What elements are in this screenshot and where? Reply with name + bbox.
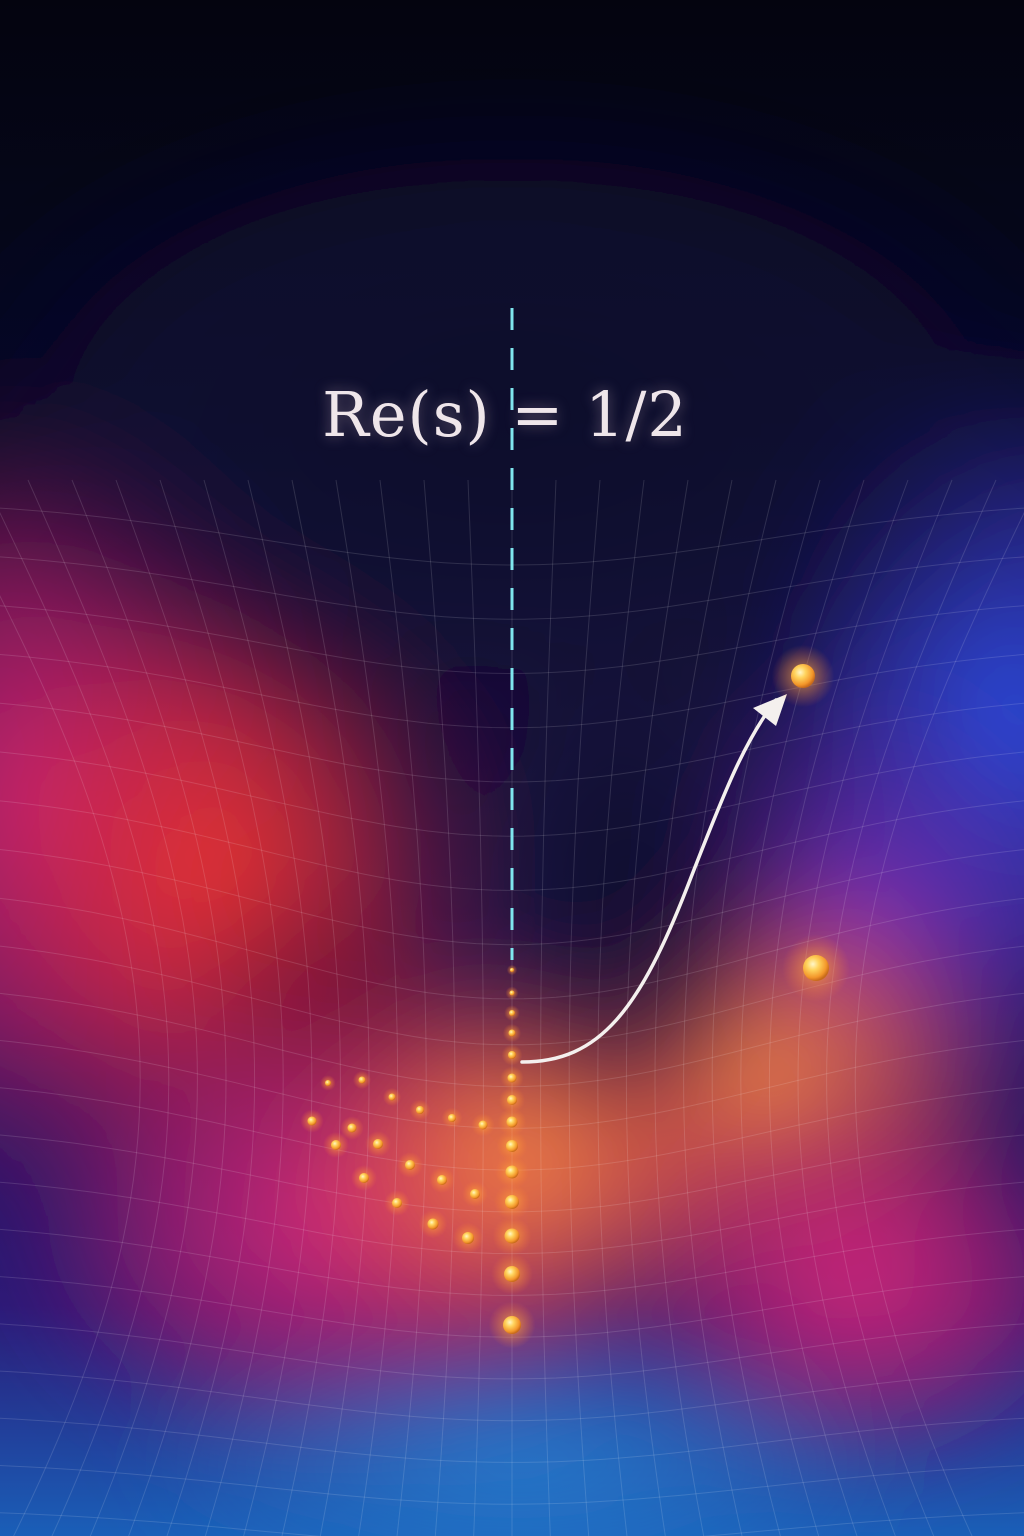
grid-line-horizontal <box>0 897 1024 1000</box>
grid-line-horizontal <box>0 800 1024 891</box>
curved-grid-mesh <box>0 479 1024 1536</box>
zero-off-line <box>320 1075 336 1091</box>
zero-on-critical-line <box>501 1044 523 1066</box>
zero-off-line <box>340 1116 364 1140</box>
grid-line-horizontal <box>0 702 1024 783</box>
zero-on-critical-line <box>496 1130 528 1162</box>
grid-line-vertical <box>71 479 227 1536</box>
grid-line-horizontal <box>0 751 1024 837</box>
zero-off-line <box>452 1222 484 1254</box>
grid-line-vertical <box>247 479 341 1536</box>
zero-off-line <box>471 1113 495 1137</box>
grid-line-vertical <box>467 479 484 1536</box>
grid-line-vertical <box>0 511 170 1536</box>
grid-line-vertical <box>540 479 557 1536</box>
zero-on-critical-line <box>500 1066 524 1090</box>
grid-line-vertical <box>768 479 909 1536</box>
grid-line-horizontal <box>0 945 1024 1046</box>
grid-line-vertical <box>335 479 399 1536</box>
zero-off-line <box>409 1099 431 1121</box>
grid-line-horizontal <box>0 849 1024 946</box>
zero-off-line <box>429 1167 455 1193</box>
zero-on-critical-line <box>499 1087 525 1113</box>
grid-line-vertical <box>854 511 1024 1536</box>
grid-line-horizontal <box>0 1370 1024 1422</box>
zero-off-line <box>323 1132 349 1158</box>
zero-on-critical-line <box>493 1183 531 1221</box>
zero-on-critical-line <box>502 1023 522 1043</box>
zero-on-critical-line <box>504 1005 520 1021</box>
grid-line-vertical <box>379 479 427 1536</box>
grid-line-horizontal <box>0 1323 1024 1380</box>
grid-line-vertical <box>597 479 645 1536</box>
grid-line-horizontal <box>0 1512 1024 1536</box>
grid-line-vertical <box>568 479 601 1536</box>
zero-on-critical-line <box>495 1155 529 1189</box>
zero-off-line-large <box>782 934 850 1002</box>
grid-line-vertical <box>826 479 997 1536</box>
zero-on-critical-line <box>492 1216 532 1256</box>
grid-line-vertical <box>159 479 284 1536</box>
zero-off-line <box>462 1181 488 1207</box>
grid-line-horizontal <box>0 507 1024 566</box>
grid-line-horizontal <box>0 1417 1024 1463</box>
zero-off-line <box>418 1209 448 1239</box>
grid-line-vertical <box>115 479 256 1536</box>
zero-off-line <box>352 1070 372 1090</box>
zero-points <box>300 644 850 1349</box>
gradient-valley <box>0 90 1024 1536</box>
grid-line-vertical <box>203 479 313 1536</box>
zero-arrow-target <box>771 644 835 708</box>
grid-line-vertical <box>654 479 733 1536</box>
zero-off-line <box>441 1107 463 1129</box>
grid-line-horizontal <box>0 1228 1024 1296</box>
grid-line-vertical <box>423 479 456 1536</box>
grid-line-horizontal <box>0 1464 1024 1505</box>
grid-line-vertical <box>625 479 689 1536</box>
zero-on-critical-line <box>505 986 519 1000</box>
grid-line-vertical <box>0 595 141 1536</box>
zero-off-line <box>384 1190 410 1216</box>
zero-off-line <box>300 1109 324 1133</box>
zero-on-critical-line <box>488 1301 536 1349</box>
curved-arrow-icon <box>520 698 778 1064</box>
arrow-head <box>753 694 787 726</box>
grid-line-vertical <box>711 479 821 1536</box>
zero-off-line <box>351 1165 377 1191</box>
grid-line-horizontal <box>0 653 1024 729</box>
grid-line-vertical <box>27 479 198 1536</box>
zero-on-critical-line <box>506 964 518 976</box>
zero-on-critical-line <box>497 1107 527 1137</box>
grid-line-vertical <box>683 479 777 1536</box>
grid-line-horizontal <box>0 556 1024 620</box>
grid-line-vertical <box>291 479 370 1536</box>
grid-line-horizontal <box>0 605 1024 675</box>
zero-off-line <box>397 1152 423 1178</box>
zero-on-critical-line <box>491 1253 533 1295</box>
zero-off-line <box>365 1131 391 1157</box>
zero-off-line <box>382 1087 402 1107</box>
grid-line-vertical <box>797 479 953 1536</box>
